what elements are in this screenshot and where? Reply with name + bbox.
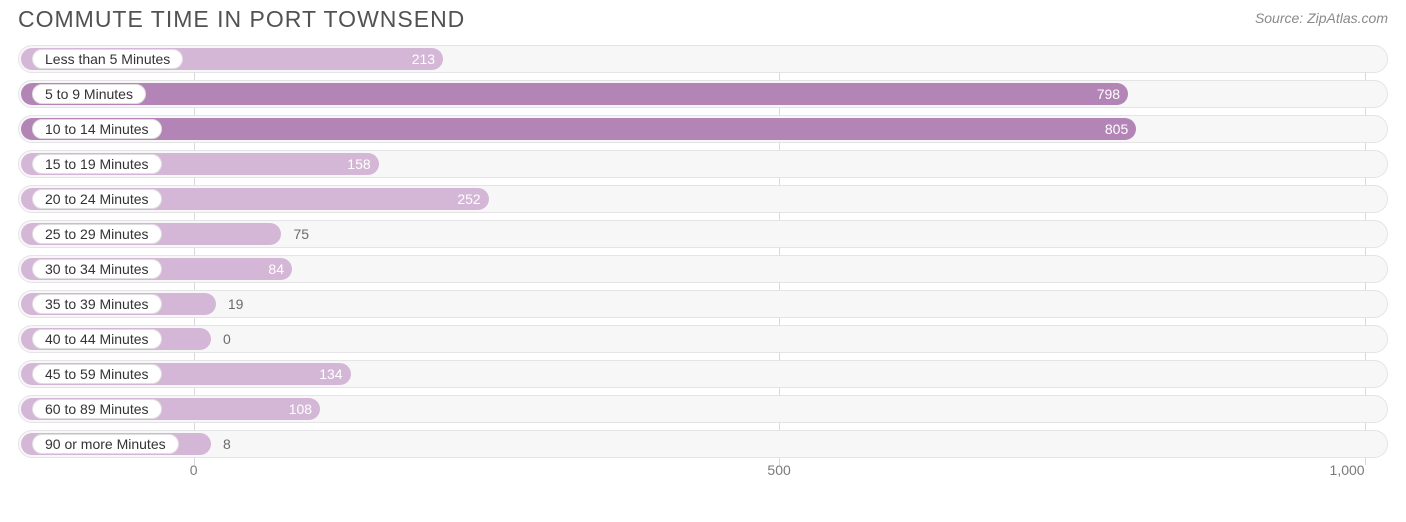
chart-area: Less than 5 Minutes 213 5 to 9 Minutes 798 1… <box>0 35 1406 489</box>
bar-row: 5 to 9 Minutes 798 <box>18 80 1388 108</box>
bar-category-label: 5 to 9 Minutes <box>32 84 146 104</box>
bar-value-label: 0 <box>215 325 239 353</box>
bar-value-label: 158 <box>329 150 379 178</box>
chart-title: COMMUTE TIME IN PORT TOWNSEND <box>18 6 465 33</box>
chart-source: Source: ZipAtlas.com <box>1255 10 1388 26</box>
bar-category-label: 30 to 34 Minutes <box>32 259 162 279</box>
bar-row: 40 to 44 Minutes 0 <box>18 325 1388 353</box>
source-name: ZipAtlas.com <box>1307 10 1388 26</box>
source-prefix: Source: <box>1255 10 1307 26</box>
bar-category-label: 25 to 29 Minutes <box>32 224 162 244</box>
bar-category-label: Less than 5 Minutes <box>32 49 183 69</box>
bar-row: 45 to 59 Minutes 134 <box>18 360 1388 388</box>
bar-value-label: 134 <box>301 360 351 388</box>
bar-value-label: 75 <box>285 220 317 248</box>
chart-header: COMMUTE TIME IN PORT TOWNSEND Source: Zi… <box>0 0 1406 35</box>
bar-row: 30 to 34 Minutes 84 <box>18 255 1388 283</box>
bar-row: 25 to 29 Minutes 75 <box>18 220 1388 248</box>
bar-category-label: 60 to 89 Minutes <box>32 399 162 419</box>
bar-row: 15 to 19 Minutes 158 <box>18 150 1388 178</box>
bar-value-label: 252 <box>439 185 489 213</box>
bar-row: 10 to 14 Minutes 805 <box>18 115 1388 143</box>
bar-category-label: 10 to 14 Minutes <box>32 119 162 139</box>
bars-container: Less than 5 Minutes 213 5 to 9 Minutes 798 1… <box>18 45 1388 458</box>
bar-category-label: 20 to 24 Minutes <box>32 189 162 209</box>
x-axis: 05001,000 <box>18 458 1388 480</box>
bar-row: 60 to 89 Minutes 108 <box>18 395 1388 423</box>
bar-value-label: 84 <box>242 255 292 283</box>
bar-value-label: 798 <box>1078 80 1128 108</box>
bar-category-label: 40 to 44 Minutes <box>32 329 162 349</box>
bar-row: Less than 5 Minutes 213 <box>18 45 1388 73</box>
bar-category-label: 15 to 19 Minutes <box>32 154 162 174</box>
bar-row: 35 to 39 Minutes 19 <box>18 290 1388 318</box>
bar-category-label: 45 to 59 Minutes <box>32 364 162 384</box>
bar-value-label: 108 <box>270 395 320 423</box>
bar-value-label: 8 <box>215 430 239 458</box>
bar-fill <box>21 118 1136 140</box>
bar-value-label: 213 <box>393 45 443 73</box>
bar-row: 90 or more Minutes 8 <box>18 430 1388 458</box>
chart-plot: Less than 5 Minutes 213 5 to 9 Minutes 798 1… <box>18 45 1388 489</box>
bar-fill <box>21 83 1128 105</box>
bar-category-label: 35 to 39 Minutes <box>32 294 162 314</box>
bar-category-label: 90 or more Minutes <box>32 434 179 454</box>
bar-value-label: 19 <box>220 290 252 318</box>
bar-row: 20 to 24 Minutes 252 <box>18 185 1388 213</box>
bar-value-label: 805 <box>1086 115 1136 143</box>
x-axis-tick-label: 1,000 <box>1330 462 1365 478</box>
